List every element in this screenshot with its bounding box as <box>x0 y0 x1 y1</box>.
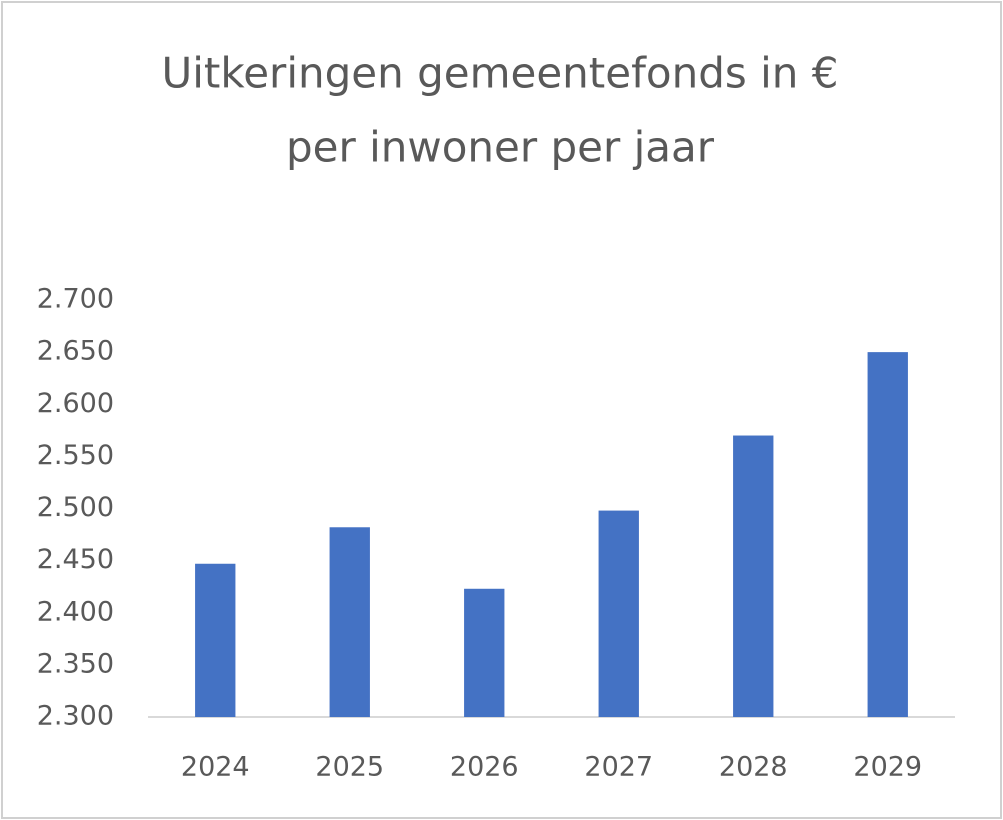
x-tick-label: 2025 <box>315 752 384 783</box>
chart-title: Uitkeringen gemeentefonds in € <box>162 49 839 98</box>
bar <box>733 435 774 717</box>
y-tick-label: 2.350 <box>37 648 114 679</box>
x-tick-label: 2029 <box>853 752 922 783</box>
y-tick-label: 2.450 <box>37 544 114 575</box>
y-tick-label: 2.650 <box>37 336 114 367</box>
x-tick-label: 2024 <box>181 752 250 783</box>
bar <box>598 510 639 717</box>
x-tick-label: 2027 <box>584 752 653 783</box>
bar <box>867 352 908 717</box>
bar <box>464 588 505 717</box>
y-tick-label: 2.550 <box>37 440 114 471</box>
y-tick-label: 2.500 <box>37 492 114 523</box>
chart-title: per inwoner per jaar <box>286 123 715 172</box>
x-tick-label: 2028 <box>719 752 788 783</box>
y-tick-label: 2.600 <box>37 388 114 419</box>
y-tick-label: 2.700 <box>37 284 114 315</box>
y-tick-label: 2.400 <box>37 596 114 627</box>
x-tick-label: 2026 <box>450 752 519 783</box>
bar <box>195 563 236 717</box>
y-tick-label: 2.300 <box>37 701 114 732</box>
bar <box>329 527 370 717</box>
